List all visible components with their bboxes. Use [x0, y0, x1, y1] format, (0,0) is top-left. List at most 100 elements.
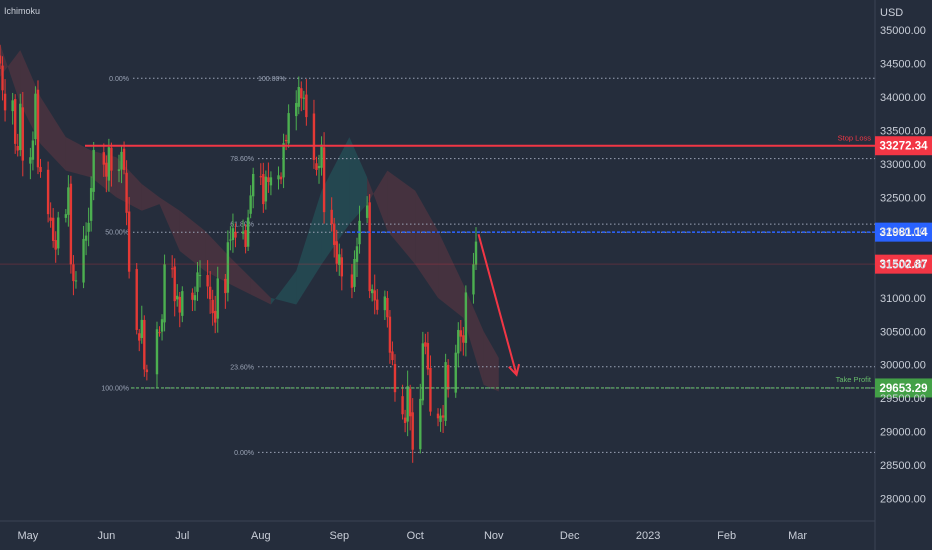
candle-body [105, 162, 108, 177]
candle-body [140, 319, 143, 338]
candle-body [300, 88, 303, 99]
fib-levels: 0.00% 78.60% 61.80% 50.00% 23.60% 100.00% 0.00… [101, 76, 875, 457]
price-tag-value: 31981.14 [880, 227, 929, 239]
y-tick-label: 33000.00 [880, 159, 926, 171]
candle-body [196, 272, 199, 292]
fib-label: 23.60% [230, 364, 254, 371]
candle-body [305, 94, 308, 118]
x-tick-label: Nov [484, 530, 504, 542]
candle-body [39, 166, 42, 172]
candle-body [145, 369, 149, 373]
candle-body [393, 364, 397, 393]
candle-body [279, 176, 283, 180]
candle-body [457, 329, 460, 354]
candle-body [49, 217, 52, 221]
candle-body [31, 140, 35, 160]
candle-body [251, 173, 255, 197]
fib-label: 100.00% [258, 76, 286, 83]
cloud-segment [349, 137, 368, 225]
cloud-segment [179, 210, 206, 272]
y-tick-label: 32500.00 [880, 192, 926, 204]
candle-body [226, 242, 230, 293]
x-tick-label: May [17, 530, 38, 542]
candle-body [211, 299, 214, 314]
cloud-segment [387, 170, 416, 265]
trade-levels: Stop Loss 33272.34 31981.14 31502.87 Take Pr… [0, 134, 932, 398]
candle-body [173, 266, 176, 302]
currency-label: USD [880, 7, 903, 19]
y-tick-label: 33500.00 [880, 125, 926, 137]
candle-body [135, 269, 138, 330]
candle-body [262, 174, 265, 205]
candle-body [198, 275, 202, 277]
candle-body [143, 319, 146, 370]
y-tick-label: 31500.00 [880, 259, 926, 271]
price-tag-take-profit [875, 378, 932, 398]
cloud-segment [230, 257, 251, 295]
price-tag-stop-loss [875, 136, 932, 156]
candle-body [87, 222, 90, 232]
candle-body [322, 147, 326, 213]
candle-body [36, 89, 40, 168]
cloud-segment [141, 184, 160, 211]
cloud-segment [250, 277, 271, 305]
candle-body [424, 342, 427, 347]
candle-body [426, 343, 430, 370]
candle-body [92, 149, 95, 192]
price-tag-value: 33272.34 [880, 141, 929, 153]
candle-body [191, 292, 194, 300]
candle-body [295, 103, 298, 117]
candle-body [57, 217, 60, 249]
candle-body [21, 107, 24, 161]
candle-body [125, 172, 128, 213]
candle-body [386, 298, 389, 318]
y-tick-label: 34500.00 [880, 59, 926, 71]
candle-body [353, 258, 356, 287]
y-tick-label: 30500.00 [880, 326, 926, 338]
price-tag-value: 29653.29 [880, 383, 928, 395]
candle-body [244, 230, 247, 247]
candle-body [241, 231, 245, 234]
candle-body [368, 202, 371, 292]
candle-body [0, 55, 2, 64]
candle-body [406, 386, 409, 422]
indicator-label: Ichimoku [4, 6, 40, 16]
candle-body [302, 97, 306, 99]
x-tick-label: Sep [329, 530, 349, 542]
candle-body [216, 278, 219, 319]
candle-body [269, 177, 273, 186]
y-tick-label: 34000.00 [880, 92, 926, 104]
candle-body [335, 241, 338, 264]
candle-body [11, 100, 14, 112]
cloud-segment [65, 137, 92, 178]
candle-body [446, 364, 450, 390]
candle-body [72, 264, 75, 282]
candle-body [193, 295, 197, 301]
candle-body [365, 205, 369, 218]
cloud-segment [415, 190, 439, 298]
y-tick-label: 32000.00 [880, 226, 926, 238]
candle-body [350, 274, 354, 288]
cloud-segment [438, 230, 464, 318]
candle-body [46, 169, 50, 215]
candle-body [69, 183, 73, 265]
candle-body [391, 351, 394, 361]
candle-body [67, 187, 70, 215]
candle-body [264, 176, 268, 202]
candle-body [178, 296, 181, 313]
x-tick-label: Feb [717, 530, 736, 542]
candle-body [282, 143, 285, 178]
cloud-segment [159, 197, 180, 251]
fib-label: 100.00% [101, 385, 129, 392]
price-axis[interactable]: 35000.00 34500.00 34000.00 33500.00 33000.00… [880, 25, 926, 506]
candle-body [383, 296, 387, 311]
y-tick-label: 35000.00 [880, 25, 926, 37]
candle-body [206, 275, 209, 287]
stop-loss-label: Stop Loss [838, 134, 872, 143]
candle-body [330, 209, 333, 225]
projection-arrow [477, 233, 521, 377]
fib-label: 61.80% [230, 222, 254, 229]
cloud-segment [270, 271, 297, 305]
time-axis[interactable]: May Jun Jul Aug Sep Oct Nov Dec 2023 Feb Mar [17, 530, 807, 542]
